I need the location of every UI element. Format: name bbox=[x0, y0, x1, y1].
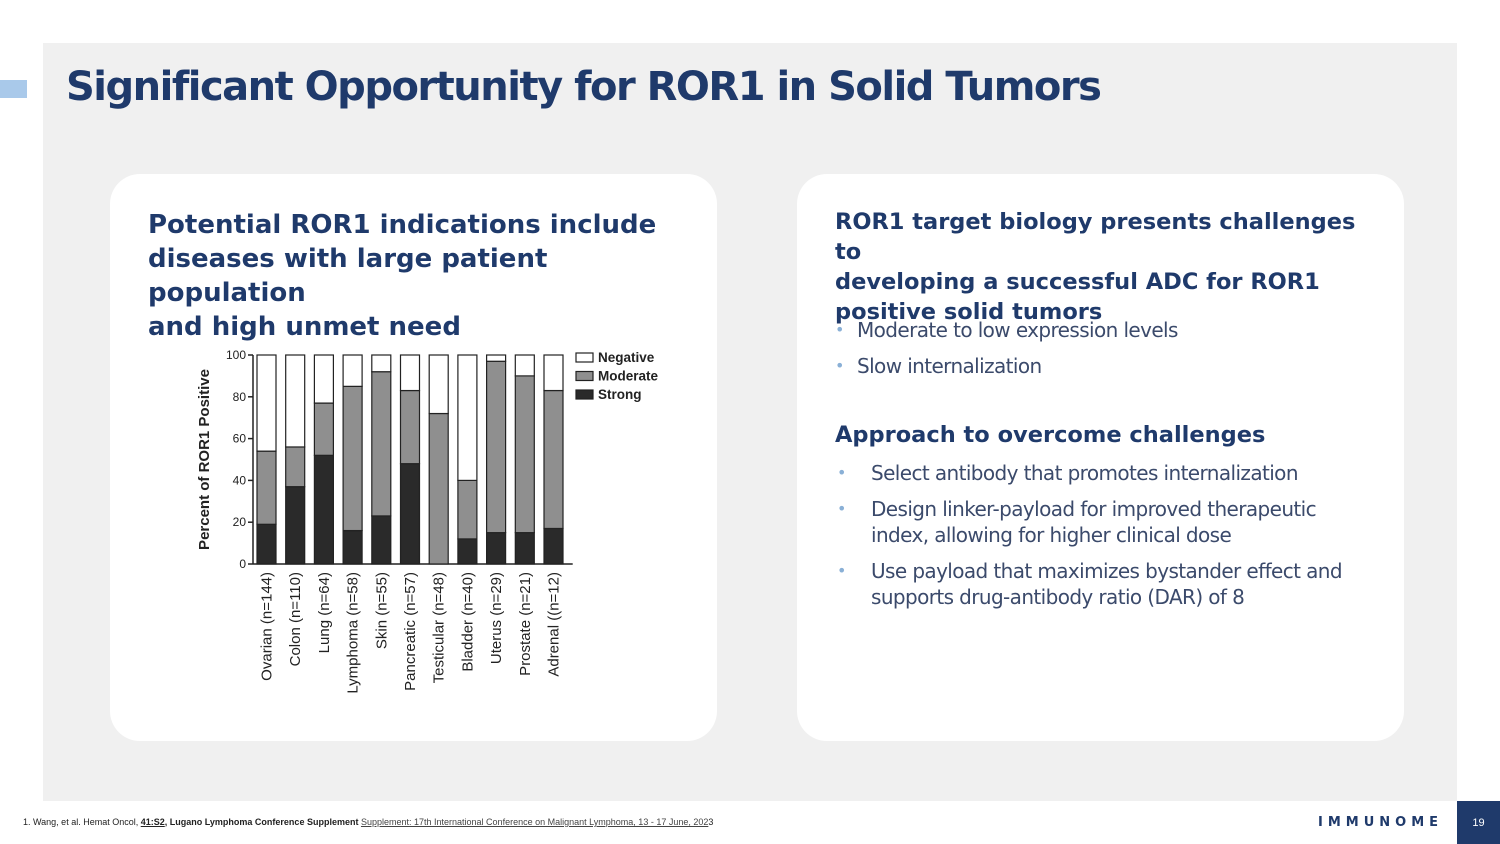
approach-list: • Select antibody that promotes internali… bbox=[835, 460, 1355, 620]
bar-negative bbox=[285, 354, 306, 448]
bar-strong bbox=[342, 529, 363, 565]
bar-strong bbox=[514, 532, 535, 565]
bar-moderate bbox=[285, 446, 306, 488]
x-tick-label: Uterus (n=29) bbox=[488, 572, 505, 664]
legend-swatch-negative bbox=[575, 352, 594, 363]
bar-negative bbox=[486, 354, 507, 362]
y-tick-label: 80 bbox=[233, 390, 247, 404]
footnote: 1. Wang, et al. Hemat Oncol, 41:S2, Luga… bbox=[23, 817, 713, 827]
bar-strong bbox=[313, 454, 335, 565]
bullet-icon: • bbox=[837, 499, 846, 518]
y-axis-label: Percent of ROR1 Positive bbox=[196, 369, 213, 550]
challenge-item: • Slow internalization bbox=[835, 353, 1375, 389]
footnote-suffix: 3 bbox=[708, 817, 714, 827]
challenge-text: Slow internalization bbox=[857, 354, 1042, 378]
bar-negative bbox=[256, 354, 277, 452]
bar-negative bbox=[543, 354, 564, 392]
approach-item: • Design linker-payload for improved ther… bbox=[835, 496, 1355, 548]
legend-label-negative: Negative bbox=[598, 350, 655, 365]
biology-heading: ROR1 target biology presents challenges … bbox=[835, 209, 1356, 325]
bullet-icon: • bbox=[835, 320, 844, 339]
y-tick-label: 0 bbox=[239, 557, 246, 571]
x-tick-label: Ovarian (n=144) bbox=[259, 572, 276, 681]
bar-strong bbox=[457, 538, 478, 565]
y-tick-label: 20 bbox=[233, 515, 247, 529]
bar-moderate bbox=[313, 402, 335, 456]
bar-negative bbox=[371, 354, 392, 373]
y-tick-label: 100 bbox=[226, 348, 246, 362]
page-number: 19 bbox=[1457, 801, 1500, 844]
footnote-supplement-link[interactable]: Supplement: 17th International Conferenc… bbox=[360, 817, 709, 827]
challenges-list: • Moderate to low expression levels • Slow… bbox=[835, 317, 1375, 389]
bullet-icon: • bbox=[835, 356, 844, 375]
company-logo: IMMUNOME bbox=[1318, 815, 1444, 830]
indications-heading: Potential ROR1 indications include disea… bbox=[148, 210, 657, 342]
footnote-separator: , bbox=[164, 817, 170, 827]
legend-swatch-strong bbox=[575, 389, 594, 400]
challenge-item: • Moderate to low expression levels bbox=[835, 317, 1375, 353]
bar-negative bbox=[514, 354, 535, 377]
bar-strong bbox=[543, 527, 564, 565]
footnote-conference: Lugano Lymphoma Conference Supplement bbox=[169, 817, 359, 827]
page-title: Significant Opportunity for ROR1 in Soli… bbox=[66, 64, 1102, 110]
approach-text: Use payload that maximizes bystander eff… bbox=[871, 559, 1343, 609]
x-tick-label: Colon (n=110) bbox=[287, 572, 304, 666]
bar-negative bbox=[313, 354, 335, 404]
x-tick-label: Prostate (n=21) bbox=[517, 572, 534, 676]
approach-heading: Approach to overcome challenges bbox=[835, 422, 1266, 448]
bar-moderate bbox=[543, 389, 564, 530]
ror1-stacked-bar-chart: 0 20 40 60 80 100 Percent of ROR1 Positive Ovar… bbox=[196, 348, 659, 694]
y-tick-label: 60 bbox=[233, 432, 247, 446]
approach-text: Design linker-payload for improved thera… bbox=[871, 497, 1317, 547]
bar-moderate bbox=[428, 412, 449, 565]
bar-moderate bbox=[486, 360, 507, 534]
bar-strong bbox=[285, 486, 306, 565]
bar-negative bbox=[457, 354, 478, 482]
bar-strong bbox=[256, 523, 277, 565]
bar-moderate bbox=[514, 375, 535, 534]
x-tick-label: Skin (n=55) bbox=[373, 572, 390, 649]
biology-card: ROR1 target biology presents challenges … bbox=[797, 174, 1404, 741]
x-tick-label: Adrenal ((n=12) bbox=[546, 572, 563, 677]
bar-moderate bbox=[342, 385, 363, 532]
legend-label-moderate: Moderate bbox=[598, 369, 659, 384]
legend-label-strong: Strong bbox=[598, 387, 642, 402]
bar-strong bbox=[486, 532, 507, 565]
bar-negative bbox=[342, 354, 363, 387]
x-tick-label: Lung (n=64) bbox=[316, 572, 333, 653]
bar-negative bbox=[399, 354, 421, 392]
bar-strong bbox=[399, 463, 421, 565]
bar-moderate bbox=[457, 479, 478, 540]
x-tick-label: Pancreatic (n=57) bbox=[402, 572, 419, 691]
bullet-icon: • bbox=[837, 463, 846, 482]
x-tick-label: Bladder (n=40) bbox=[459, 572, 476, 672]
bar-negative bbox=[428, 354, 449, 415]
challenge-text: Moderate to low expression levels bbox=[857, 318, 1178, 342]
x-tick-label: Lymphoma (n=58) bbox=[345, 572, 362, 694]
bar-moderate bbox=[399, 389, 421, 465]
bar-moderate bbox=[371, 371, 392, 517]
approach-text: Select antibody that promotes internaliz… bbox=[871, 461, 1299, 485]
approach-item: • Select antibody that promotes internali… bbox=[835, 460, 1355, 486]
bar-moderate bbox=[256, 450, 277, 525]
y-tick-label: 40 bbox=[233, 473, 247, 487]
legend-swatch-moderate bbox=[575, 370, 594, 382]
x-tick-label: Testicular (n=48) bbox=[431, 572, 448, 683]
bar-strong bbox=[371, 515, 392, 565]
footnote-citation: 1. Wang, et al. Hemat Oncol, bbox=[23, 817, 141, 827]
approach-item: • Use payload that maximizes bystander ef… bbox=[835, 558, 1355, 610]
footnote-volume-link[interactable]: 41:S2 bbox=[140, 817, 165, 827]
bullet-icon: • bbox=[837, 561, 846, 580]
accent-bar bbox=[0, 80, 27, 98]
